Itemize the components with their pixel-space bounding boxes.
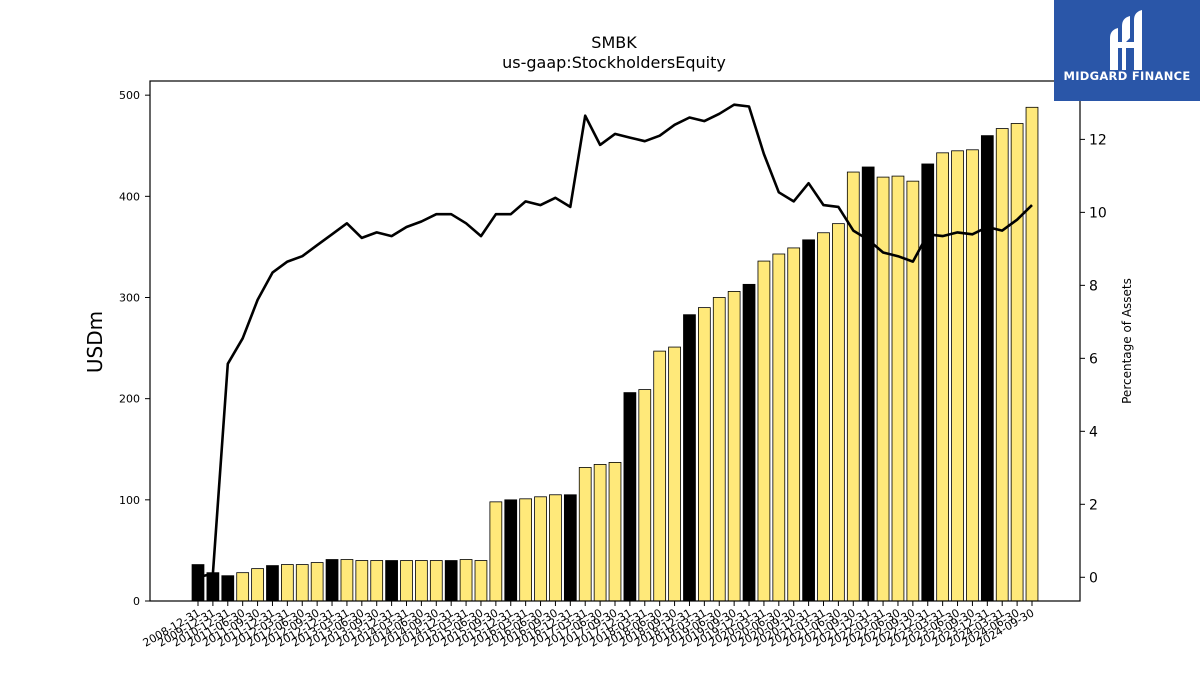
bar-2012-03-31 bbox=[280, 564, 294, 602]
bar-2017-09-30 bbox=[608, 462, 622, 602]
axes-group: 01002003004005000246810122008-12-312009-… bbox=[119, 80, 1107, 650]
bar-2017-12-31 bbox=[623, 392, 637, 602]
bar-2011-12-31 bbox=[266, 565, 279, 602]
bar-2014-03-31 bbox=[400, 560, 413, 602]
bar-2024-09-30 bbox=[1025, 106, 1039, 602]
bar-2010-12-31 bbox=[221, 575, 235, 602]
logo-text: MIDGARD FINANCE bbox=[1063, 69, 1191, 83]
bar-2016-06-30 bbox=[534, 496, 547, 602]
bar-2021-12-31 bbox=[861, 166, 875, 602]
bar-2012-09-30 bbox=[310, 562, 324, 602]
y-tick-label: 100 bbox=[119, 494, 140, 507]
bar-2018-09-30 bbox=[668, 346, 681, 602]
y-tick-label: 500 bbox=[119, 89, 140, 102]
bar-2019-06-30 bbox=[712, 297, 726, 602]
bar-2019-03-31 bbox=[698, 307, 711, 602]
y-tick-label: 200 bbox=[119, 393, 140, 406]
bar-2011-09-30 bbox=[251, 568, 264, 602]
bar-2021-06-30 bbox=[832, 223, 845, 602]
y2-tick-label: 6 bbox=[1089, 351, 1098, 367]
bar-2013-06-30 bbox=[355, 560, 369, 602]
chart-title: SMBK bbox=[591, 33, 637, 52]
y2-tick-label: 0 bbox=[1089, 570, 1098, 586]
bar-2023-03-31 bbox=[936, 152, 950, 602]
bar-2022-03-31 bbox=[876, 176, 890, 602]
bar-2020-09-30 bbox=[787, 247, 801, 602]
midgard-logo-icon bbox=[1110, 10, 1142, 70]
bar-2008-12-31 bbox=[191, 564, 205, 602]
y2-tick-label: 8 bbox=[1089, 278, 1098, 294]
bar-2015-09-30 bbox=[489, 501, 503, 602]
bar-2023-12-31 bbox=[980, 135, 994, 602]
bar-2014-06-30 bbox=[415, 560, 428, 602]
y2-axis-label: Percentage of Assets bbox=[1120, 278, 1134, 404]
bars-group bbox=[191, 106, 1039, 602]
bar-2018-06-30 bbox=[653, 350, 667, 602]
y2-tick-label: 4 bbox=[1089, 424, 1098, 440]
bar-2013-03-31 bbox=[340, 559, 354, 602]
y-tick-label: 300 bbox=[119, 291, 140, 304]
bar-2023-06-30 bbox=[951, 150, 964, 602]
bar-2013-12-31 bbox=[385, 560, 398, 602]
bar-2020-03-31 bbox=[757, 260, 771, 602]
bar-2024-06-30 bbox=[1010, 123, 1024, 602]
bar-2016-09-30 bbox=[549, 494, 562, 602]
y2-tick-label: 2 bbox=[1089, 497, 1098, 513]
bar-2014-12-31 bbox=[444, 560, 458, 602]
bar-2012-12-31 bbox=[325, 559, 339, 602]
chart-subtitle: us-gaap:StockholdersEquity bbox=[502, 53, 726, 72]
bar-2024-03-31 bbox=[995, 128, 1009, 602]
bar-2018-12-31 bbox=[683, 314, 696, 602]
bar-2013-09-30 bbox=[370, 560, 384, 602]
bar-2021-03-31 bbox=[817, 232, 830, 602]
bar-2011-06-30 bbox=[236, 572, 250, 602]
bar-2020-12-31 bbox=[802, 239, 815, 602]
bar-2015-03-31 bbox=[459, 559, 473, 602]
midgard-finance-logo: MIDGARD FINANCE bbox=[1054, 0, 1200, 101]
bar-2009-12-31 bbox=[206, 572, 220, 602]
y-axis-label: USDm bbox=[83, 311, 107, 373]
bar-2022-06-30 bbox=[891, 175, 905, 602]
bar-2015-06-30 bbox=[474, 560, 488, 602]
bar-2012-06-30 bbox=[295, 564, 309, 602]
y2-tick-label: 12 bbox=[1089, 132, 1107, 148]
bar-2023-09-30 bbox=[966, 149, 979, 602]
bar-2017-06-30 bbox=[593, 464, 607, 602]
line-group bbox=[197, 103, 1033, 579]
bar-2018-03-31 bbox=[638, 389, 652, 602]
bar-2014-09-30 bbox=[429, 560, 443, 602]
bar-2020-06-30 bbox=[772, 253, 786, 602]
bar-2022-09-30 bbox=[906, 180, 920, 602]
y-tick-label: 0 bbox=[133, 595, 140, 608]
bar-2019-09-30 bbox=[727, 291, 741, 602]
pct-assets-line bbox=[197, 103, 1033, 579]
y2-tick-label: 10 bbox=[1089, 205, 1107, 221]
y-tick-label: 400 bbox=[119, 190, 140, 203]
bar-2022-12-31 bbox=[921, 163, 935, 602]
bar-2016-03-31 bbox=[519, 498, 533, 602]
bar-2017-03-31 bbox=[578, 467, 592, 602]
bar-2021-09-30 bbox=[846, 171, 860, 602]
bar-2015-12-31 bbox=[504, 499, 518, 602]
bar-2019-12-31 bbox=[742, 283, 756, 602]
bar-2016-12-31 bbox=[563, 494, 577, 602]
